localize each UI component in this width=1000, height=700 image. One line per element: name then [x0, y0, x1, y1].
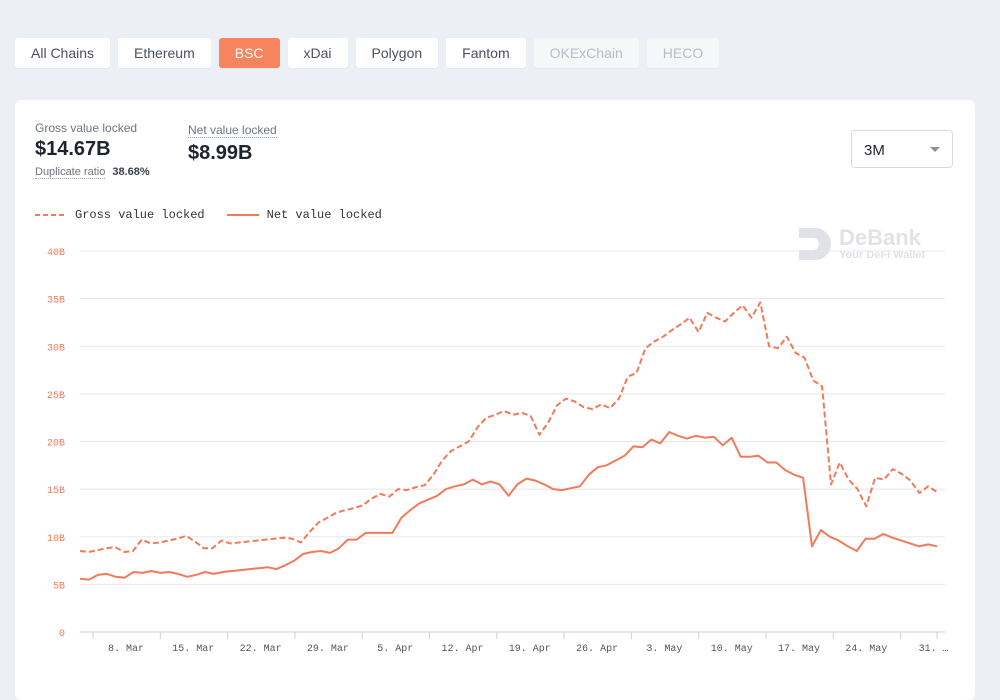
x-tick-label: 15. Mar	[172, 644, 214, 655]
x-tick-label: 31. …	[919, 644, 949, 655]
duplicate-ratio-value: 38.68%	[112, 166, 150, 178]
x-tick-label: 10. May	[711, 644, 753, 655]
duplicate-ratio: Duplicate ratio 38.68%	[35, 166, 150, 179]
watermark-tagline: Your DeFi Wallet	[839, 249, 926, 261]
watermark-name: DeBank	[839, 225, 921, 250]
x-tick-label: 3. May	[646, 644, 682, 655]
tvl-card: Gross value locked $14.67B Net value loc…	[15, 100, 975, 700]
duplicate-ratio-label[interactable]: Duplicate ratio	[35, 166, 106, 179]
tab-okexchain: OKExChain	[533, 38, 639, 68]
tab-fantom[interactable]: Fantom	[446, 38, 526, 68]
gross-label: Gross value locked	[35, 121, 138, 135]
y-tick-label: 35B	[47, 296, 65, 307]
legend-gross-label: Gross value locked	[75, 208, 205, 222]
gross-value: $14.67B	[35, 138, 111, 160]
net-label[interactable]: Net value locked	[188, 123, 277, 138]
tab-xdai[interactable]: xDai	[287, 38, 348, 68]
y-tick-label: 15B	[47, 486, 65, 497]
tab-ethereum[interactable]: Ethereum	[118, 38, 211, 68]
y-tick-label: 10B	[47, 534, 65, 545]
debank-watermark: DeBank Your DeFi Wallet	[797, 226, 925, 262]
x-tick-label: 8. Mar	[108, 644, 144, 655]
chain-tabs: All Chains Ethereum BSC xDai Polygon Fantom OK…	[15, 38, 720, 68]
x-tick-label: 24. May	[845, 644, 887, 655]
tab-heco: HECO	[646, 38, 720, 68]
y-tick-label: 40B	[47, 248, 65, 259]
tab-bsc[interactable]: BSC	[218, 38, 280, 68]
x-tick-label: 19. Apr	[509, 644, 551, 655]
y-tick-label: 30B	[47, 343, 65, 354]
gross-series-line	[79, 301, 938, 553]
legend-net[interactable]: Net value locked	[226, 208, 382, 222]
gross-stat: Gross value locked $14.67B	[35, 121, 137, 161]
y-tick-label: 5B	[53, 581, 65, 592]
x-tick-label: 29. Mar	[307, 644, 349, 655]
debank-logo-icon	[799, 228, 831, 260]
net-value: $8.99B	[188, 142, 253, 164]
tvl-chart: 0 5B 10B 15B 20B 25B 30B 35B 40B 8. Mar 15. Mar 22.…	[47, 248, 949, 655]
chart-legend: Gross value locked Net value locked	[35, 208, 382, 222]
x-tick-label: 12. Apr	[441, 644, 483, 655]
tab-polygon[interactable]: Polygon	[355, 38, 439, 68]
x-tick-label: 17. May	[778, 644, 820, 655]
net-stat: Net value locked $8.99B	[188, 121, 277, 165]
dashed-line-icon	[35, 214, 67, 216]
x-tick-label: 26. Apr	[576, 644, 618, 655]
tab-all-chains[interactable]: All Chains	[15, 38, 111, 68]
y-tick-label: 25B	[47, 391, 65, 402]
x-tick-label: 5. Apr	[377, 644, 413, 655]
solid-line-icon	[226, 214, 259, 216]
legend-gross[interactable]: Gross value locked	[35, 208, 205, 222]
chevron-down-icon	[930, 147, 940, 152]
legend-net-label: Net value locked	[266, 208, 382, 222]
x-tick-label: 22. Mar	[240, 644, 282, 655]
range-select[interactable]: 3M	[851, 130, 953, 168]
range-value: 3M	[864, 142, 885, 159]
net-series-line	[79, 431, 938, 581]
y-tick-label: 20B	[47, 439, 65, 450]
y-tick-label: 0	[59, 629, 65, 640]
